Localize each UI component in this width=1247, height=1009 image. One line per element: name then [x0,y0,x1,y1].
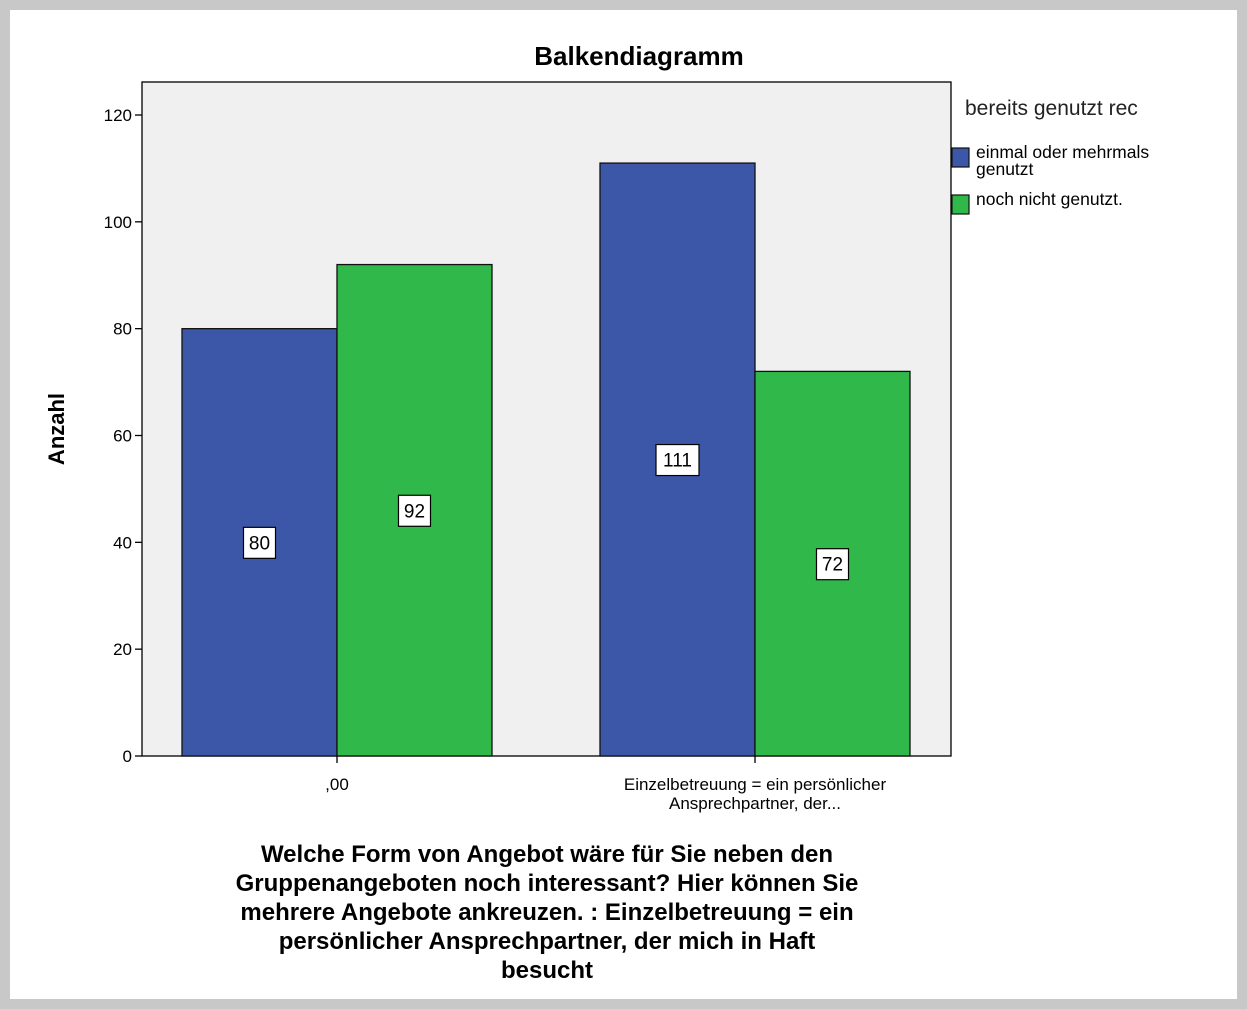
chart-title: Balkendiagramm [534,41,744,71]
data-label-box [242,526,277,559]
legend-label: einmal oder mehrmals [976,142,1149,162]
y-tick-label: 120 [104,106,132,125]
x-axis-label: persönlicher Ansprechpartner, der mich i… [279,928,816,955]
data-label-box [655,443,700,477]
x-tick-label: Einzelbetreuung = ein persönlicher [624,775,887,794]
data-label: 72 [822,555,843,576]
x-tick-label: ,00 [325,775,349,794]
y-tick-label: 80 [113,320,132,339]
data-label: 111 [663,451,692,472]
y-tick-label: 20 [113,640,132,659]
data-label: 80 [249,533,270,554]
x-axis-label: besucht [501,957,593,984]
legend-title: bereits genutzt rec [965,97,1138,120]
x-tick-label: Ansprechpartner, der... [669,794,841,813]
bar-chart: Balkendiagramm Anzahl 0 20 40 60 80 100 120 80 111… [44,41,1149,984]
legend-swatch [951,147,970,168]
chart-frame: Balkendiagramm Anzahl 0 20 40 60 80 100 120 80 111… [10,10,1237,999]
legend-swatch [951,194,970,215]
y-tick-label: 60 [113,427,132,446]
legend-label: genutzt [976,159,1034,179]
y-axis-label: Anzahl [44,393,69,465]
data-label-box [815,548,850,581]
y-tick-label: 40 [113,533,132,552]
legend-label: noch nicht genutzt. [976,189,1123,209]
y-tick-label: 0 [123,747,132,766]
y-tick-label: 100 [104,213,132,232]
x-axis-label: Gruppenangeboten noch interessant? Hier … [236,870,859,897]
data-label: 92 [404,501,425,522]
x-axis-label: mehrere Angebote ankreuzen. : Einzelbetr… [240,899,853,926]
x-axis-label: Welche Form von Angebot wäre für Sie neb… [261,841,833,868]
data-label-box [397,494,432,527]
